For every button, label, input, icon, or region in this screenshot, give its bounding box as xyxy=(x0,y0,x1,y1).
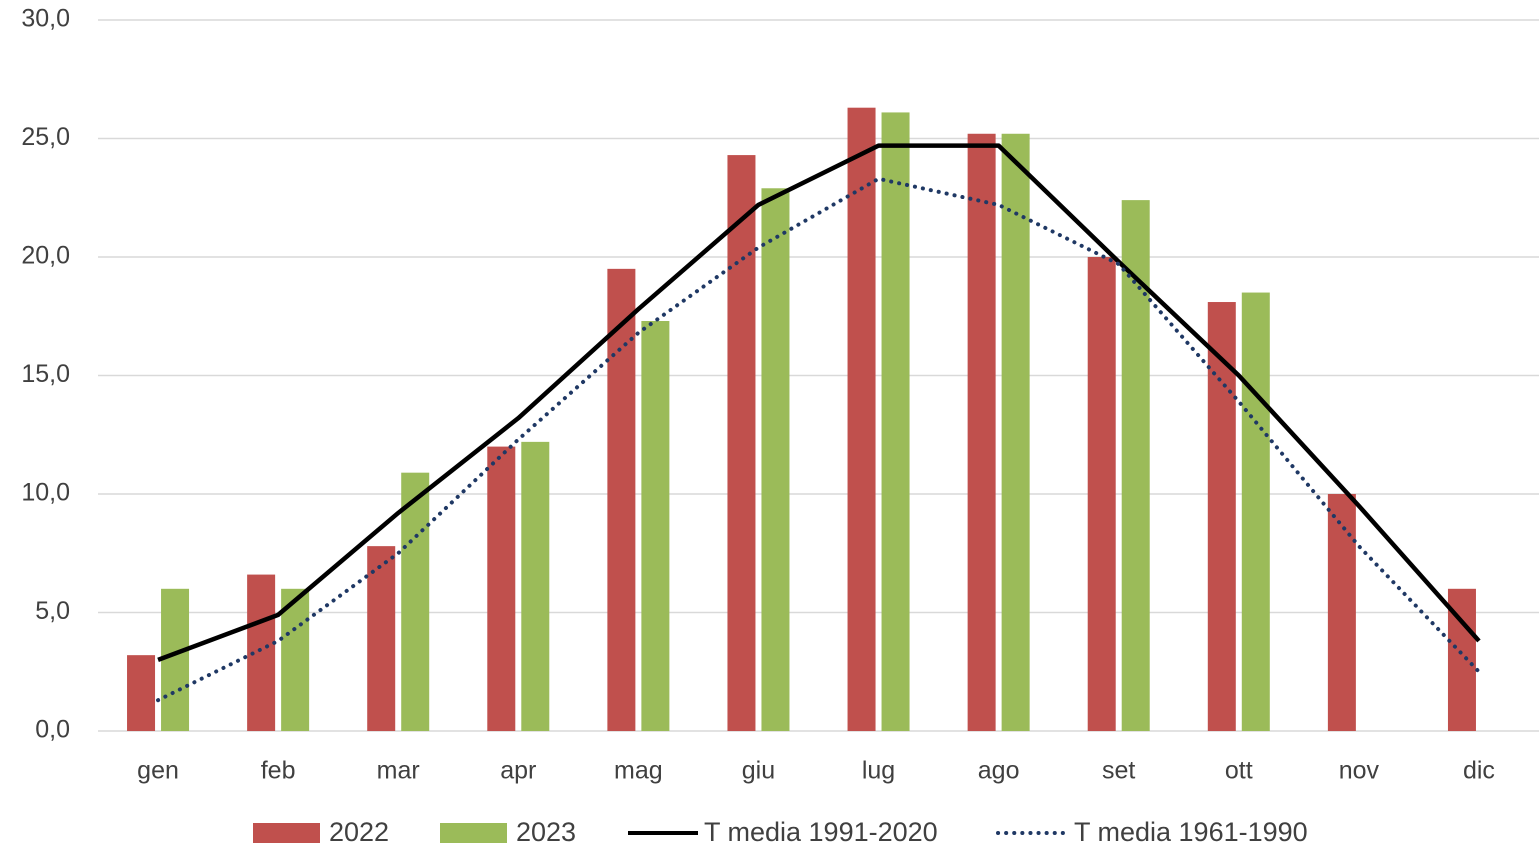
bar xyxy=(367,546,396,731)
bar xyxy=(127,655,156,731)
legend-label: 2022 xyxy=(329,817,389,847)
y-tick-label: 30,0 xyxy=(21,5,70,33)
bar xyxy=(641,320,670,731)
bar xyxy=(1327,494,1356,731)
bar xyxy=(607,268,636,731)
bar xyxy=(487,446,516,731)
y-tick-label: 25,0 xyxy=(21,123,70,151)
bar xyxy=(161,588,190,731)
legend-label: 2023 xyxy=(516,817,576,847)
x-tick-label: giu xyxy=(742,757,775,785)
bar xyxy=(761,188,790,731)
legend-swatch xyxy=(253,823,320,843)
legend-label: T media 1961-1990 xyxy=(1074,817,1308,847)
x-tick-label: gen xyxy=(137,757,179,785)
x-tick-label: feb xyxy=(261,757,296,785)
bar xyxy=(281,588,310,731)
y-tick-label: 0,0 xyxy=(35,716,70,744)
bar xyxy=(967,133,996,731)
y-tick-label: 10,0 xyxy=(21,479,70,507)
x-tick-label: set xyxy=(1102,757,1135,785)
legend-swatch xyxy=(440,823,507,843)
y-tick-label: 20,0 xyxy=(21,242,70,270)
line-series xyxy=(156,176,1481,703)
x-tick-label: dic xyxy=(1463,757,1495,785)
bar xyxy=(847,107,876,731)
bar xyxy=(1001,133,1030,731)
bar xyxy=(1241,292,1270,731)
x-tick-label: mag xyxy=(614,757,663,785)
x-tick-label: lug xyxy=(862,757,895,785)
y-tick-label: 5,0 xyxy=(35,597,70,625)
bar xyxy=(401,472,430,731)
bar xyxy=(881,112,910,732)
bar xyxy=(1087,257,1116,731)
x-tick-label: mar xyxy=(377,757,420,785)
x-tick-label: apr xyxy=(500,757,536,785)
x-tick-label: ago xyxy=(978,757,1020,785)
bar xyxy=(727,155,756,732)
x-tick-label: nov xyxy=(1339,757,1380,785)
line-series xyxy=(157,143,1481,663)
legend-label: T media 1991-2020 xyxy=(704,817,938,847)
y-tick-label: 15,0 xyxy=(21,360,70,388)
x-tick-label: ott xyxy=(1225,757,1253,785)
bar xyxy=(521,441,550,731)
